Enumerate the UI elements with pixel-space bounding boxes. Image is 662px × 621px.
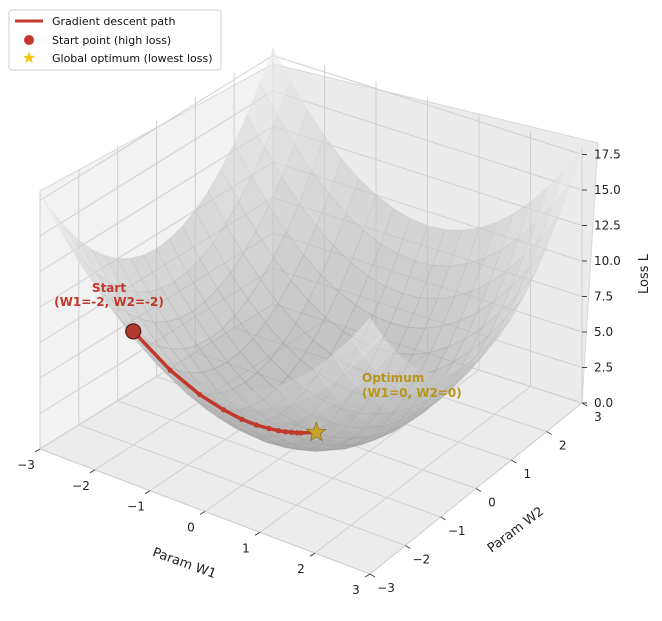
w1-tick-label: 1 [242,541,250,555]
loss-axis-label: Loss L [637,253,652,294]
path-step-point [220,407,227,413]
w2-tick-mark [440,516,446,521]
surface-facet [457,349,489,382]
path-step-point [266,425,272,432]
surface-facet [386,360,418,390]
loss-tick-label: 12.5 [594,219,621,233]
path-step-point [289,429,295,435]
surface-facet [398,368,430,395]
w2-axis-ticks: −3 −2 −1 0 1 2 3 [369,402,602,595]
loss-tick-label: 7.5 [594,290,613,304]
loss-tick-label: 10.0 [594,254,621,268]
w2-tick-label: 3 [594,410,602,424]
loss-tick-label: 17.5 [594,148,621,162]
path-step-point [298,430,304,436]
loss-surface [39,47,583,452]
w1-tick-label: 2 [297,562,305,576]
loss-tick-label: 0.0 [594,396,613,410]
w1-tick-mark [144,490,151,495]
w1-tick-mark [309,552,316,557]
w2-tick-label: −2 [412,553,430,567]
w1-tick-label: −1 [127,500,145,514]
loss-tick-label: 15.0 [594,183,621,197]
path-step-point [294,430,300,436]
w1-axis-ticks: −3 −2 −1 0 1 2 3 [17,448,371,597]
w2-tick-label: 1 [524,467,532,481]
w1-tick-mark [89,469,96,474]
w2-tick-label: 0 [488,496,496,510]
legend: Gradient descent path Start point (high … [8,9,222,71]
w2-tick-mark [511,459,517,464]
w1-tick-label: −3 [17,458,35,472]
path-step-point [239,416,245,422]
path-step-point [282,429,289,435]
w2-tick-mark [546,431,552,435]
w2-tick-mark [405,545,411,549]
optimum-annotation-coords: (W1=0, W2=0) [362,386,462,400]
w1-tick-mark [364,573,371,578]
optimum-annotation-title: Optimum [362,371,424,385]
path-step-point [275,428,281,434]
start-annotation-title: Start [92,281,126,295]
w2-tick-label: 2 [559,439,567,453]
gradient-path-layer [125,323,327,442]
legend-optimum-swatch [22,51,36,63]
w1-axis-label: Param W1 [150,545,218,582]
optimum-marker [305,421,327,442]
surface-facet [493,297,524,340]
path-step-point [197,391,203,398]
legend-path-label: Gradient descent path [52,15,175,28]
w1-tick-mark [254,531,261,536]
surface-facet [351,317,383,357]
surface-facet [434,368,465,395]
w2-tick-label: −1 [448,524,466,538]
w2-axis-label: Param W2 [485,504,547,556]
w1-tick-label: 0 [187,521,195,535]
w2-tick-label: −3 [377,581,395,595]
start-point-marker [125,323,142,340]
w1-tick-label: −2 [72,479,90,493]
w2-tick-mark [369,573,376,578]
legend-box [8,9,222,71]
legend-start-swatch [24,35,34,45]
w1-tick-label: 3 [352,583,360,597]
loss-tick-label: 2.5 [594,361,613,375]
legend-start-label: Start point (high loss) [52,34,171,47]
loss-axis-ticks: 0.0 2.5 5.0 7.5 10.0 12.5 15.0 17.5 [582,148,621,410]
w1-tick-mark [34,448,41,453]
w1-tick-mark [199,511,206,515]
w2-tick-mark [475,488,482,492]
loss-tick-label: 5.0 [594,325,613,339]
path-step-point [253,422,259,428]
legend-optimum-label: Global optimum (lowest loss) [52,52,213,65]
path-step-point [167,367,173,373]
start-annotation-coords: (W1=-2, W2=-2) [54,295,164,309]
